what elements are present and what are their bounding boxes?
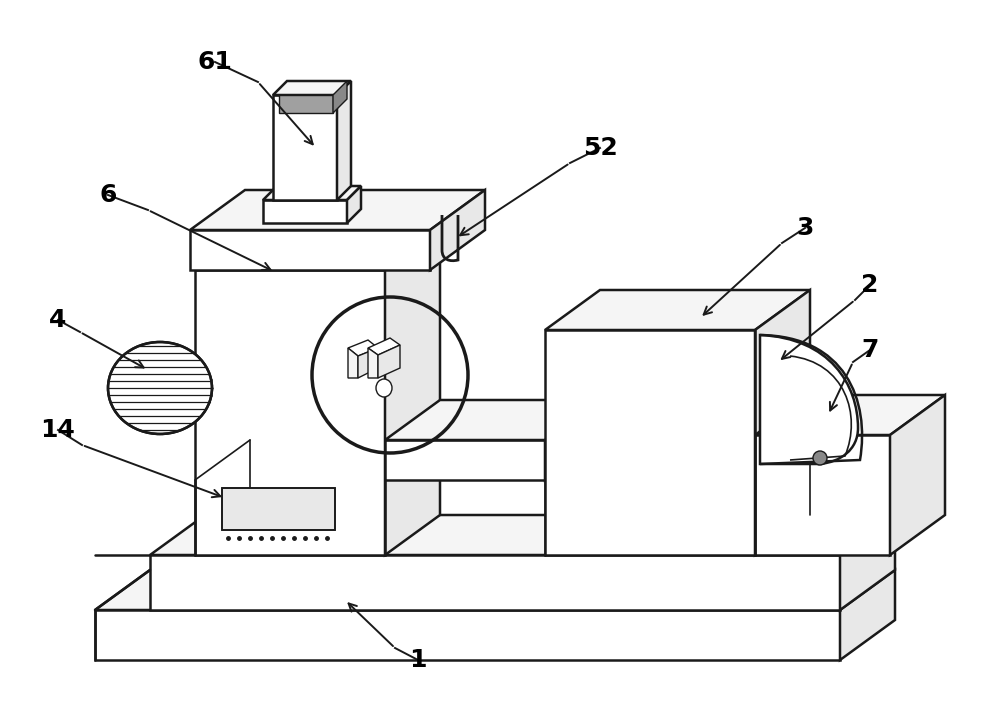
Polygon shape [378,345,400,378]
Polygon shape [348,348,358,378]
Polygon shape [273,95,337,200]
Text: 61: 61 [198,50,232,74]
Polygon shape [337,81,351,200]
Polygon shape [840,570,895,660]
Text: 52: 52 [583,136,617,160]
Polygon shape [333,81,347,113]
PathPatch shape [760,335,858,464]
Polygon shape [358,348,378,378]
Ellipse shape [376,379,392,397]
Polygon shape [545,400,600,480]
Text: 1: 1 [409,648,427,672]
Polygon shape [430,190,485,270]
Polygon shape [95,570,895,610]
Polygon shape [195,230,440,270]
Text: 6: 6 [99,183,117,207]
Polygon shape [190,230,430,270]
Polygon shape [368,348,378,378]
Polygon shape [755,435,890,555]
Polygon shape [755,290,810,555]
Text: 7: 7 [861,338,879,362]
Text: 3: 3 [796,216,814,240]
Polygon shape [385,400,600,440]
Polygon shape [263,200,347,223]
Polygon shape [95,610,840,660]
Polygon shape [545,330,755,555]
Polygon shape [385,230,440,555]
Polygon shape [347,186,361,223]
Polygon shape [840,515,895,610]
Polygon shape [222,488,335,530]
Polygon shape [150,555,840,610]
Polygon shape [368,338,400,355]
Polygon shape [348,340,378,356]
Polygon shape [195,270,385,555]
Polygon shape [273,81,351,95]
Text: 4: 4 [49,308,67,332]
Ellipse shape [108,342,212,434]
Polygon shape [890,395,945,555]
Circle shape [813,451,827,465]
Polygon shape [385,440,545,480]
Text: 2: 2 [861,273,879,297]
Polygon shape [279,95,333,113]
Polygon shape [545,290,810,330]
Polygon shape [263,186,361,200]
Polygon shape [150,515,895,555]
Polygon shape [190,190,485,230]
Text: 14: 14 [41,418,75,442]
Polygon shape [755,395,945,435]
